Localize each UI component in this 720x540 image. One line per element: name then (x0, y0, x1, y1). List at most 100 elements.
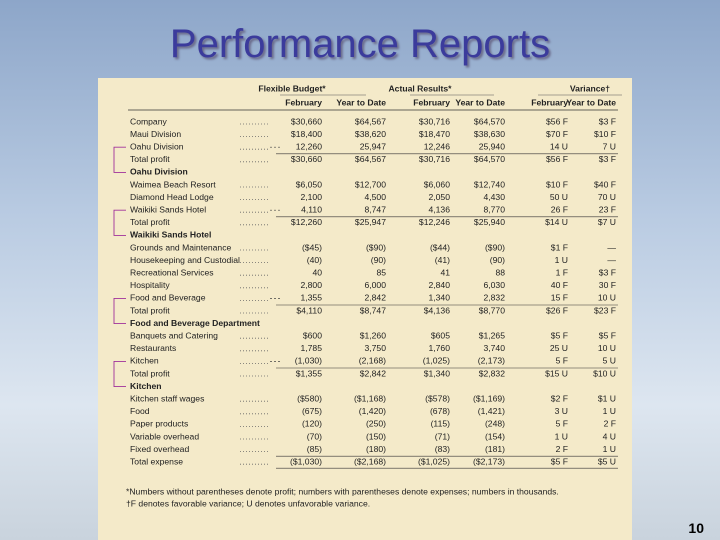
cell-value: (2,168) (359, 356, 386, 366)
cell-value: $5 F (551, 456, 568, 466)
row-label: Food and Beverage (130, 293, 206, 303)
cell-value: $18,400 (291, 129, 322, 139)
link-bracket (113, 209, 126, 236)
section-heading: Oahu Division (130, 167, 188, 177)
cell-value: $2,842 (360, 368, 387, 378)
cell-value: (40) (307, 255, 322, 265)
row-label: Restaurants (130, 343, 176, 353)
cell-value: $10 F (594, 129, 616, 139)
cell-value: 5 F (556, 419, 568, 429)
cell-value: 4,500 (364, 192, 386, 202)
cell-value: $70 F (546, 129, 568, 139)
row-label: Total profit (130, 305, 170, 315)
cell-value: (85) (307, 444, 322, 454)
cell-value: $1 U (598, 393, 616, 403)
row-label: Company (130, 116, 167, 126)
cell-value: $15 U (545, 368, 568, 378)
cell-value: (120) (302, 419, 322, 429)
cell-value: $5 F (551, 330, 568, 340)
row-label: Waimea Beach Resort (130, 179, 216, 189)
cell-value: 23 F (599, 204, 616, 214)
cell-value: $64,570 (474, 116, 505, 126)
cell-value: $3 F (599, 154, 616, 164)
cell-value: 12,246 (424, 141, 451, 151)
column-header: Year to Date (336, 97, 386, 107)
cell-value: (1,025) (423, 356, 450, 366)
cell-value: 1,760 (428, 343, 450, 353)
cell-value: 1 U (555, 431, 568, 441)
row-label: Paper products (130, 419, 188, 429)
cell-value: (83) (435, 444, 450, 454)
cell-value: $5 F (599, 330, 616, 340)
row-label: Kitchen staff wages (130, 393, 204, 403)
cell-value: (248) (485, 419, 505, 429)
cell-value: 1 F (556, 267, 568, 277)
cell-value: 1 U (555, 255, 568, 265)
cell-value: $30,660 (291, 154, 322, 164)
report-panel (98, 78, 632, 540)
link-bracket (113, 360, 126, 388)
cell-value: $8,770 (479, 305, 506, 315)
cell-value: 40 (312, 267, 322, 277)
cell-value: (675) (302, 406, 322, 416)
cell-value: $1,265 (479, 330, 506, 340)
cell-value: $6,060 (424, 179, 451, 189)
cell-value: ($44) (430, 242, 450, 252)
cell-value: (2,173) (478, 356, 505, 366)
cell-value: $12,246 (419, 217, 450, 227)
cell-value: 15 F (551, 293, 568, 303)
link-bracket (113, 146, 126, 173)
cell-value: $38,630 (474, 129, 505, 139)
cell-value: (115) (431, 419, 451, 429)
cell-value: (41) (435, 255, 450, 265)
group-header: Flexible Budget* (258, 83, 326, 93)
cell-value: $56 F (546, 116, 568, 126)
cell-value: $6,050 (296, 179, 323, 189)
row-label: Housekeeping and Custodial (130, 255, 240, 265)
footnote: *Numbers without parentheses denote prof… (126, 486, 559, 496)
row-label: Maui Division (130, 129, 181, 139)
cell-value: 26 F (551, 204, 568, 214)
cell-value: 1 U (603, 406, 616, 416)
cell-value: $12,260 (291, 217, 322, 227)
cell-value: $14 U (545, 217, 568, 227)
cell-value: $12,700 (355, 179, 386, 189)
section-heading: Food and Beverage Department (130, 318, 260, 328)
cell-value: ($1,030) (290, 456, 322, 466)
cell-value: 4,136 (428, 204, 450, 214)
cell-value: 2,840 (428, 280, 450, 290)
cell-value: 8,747 (364, 204, 386, 214)
cell-value: 10 U (598, 293, 616, 303)
cell-value: $1,355 (296, 368, 323, 378)
cell-value: 1,785 (300, 343, 322, 353)
cell-value: (1,421) (478, 406, 505, 416)
cell-value: 5 U (603, 356, 616, 366)
cell-value: 6,000 (364, 280, 386, 290)
section-heading: Waikiki Sands Hotel (130, 230, 211, 240)
footnote: †F denotes favorable variance; U denotes… (126, 498, 370, 508)
cell-value: $1,340 (424, 368, 451, 378)
cell-value: 50 U (550, 192, 568, 202)
row-label: Grounds and Maintenance (130, 242, 232, 252)
row-label: Food (130, 406, 150, 416)
cell-value: 30 F (599, 280, 616, 290)
cell-value: 88 (495, 267, 505, 277)
row-label: Diamond Head Lodge (130, 192, 214, 202)
cell-value: (181) (485, 444, 505, 454)
cell-value: 2,800 (300, 280, 322, 290)
cell-value: $605 (431, 330, 450, 340)
row-label: Kitchen (130, 356, 159, 366)
group-header: Variance† (570, 83, 610, 93)
cell-value: 25,947 (360, 141, 387, 151)
cell-value: 1,340 (428, 293, 450, 303)
cell-value: $56 F (546, 154, 568, 164)
cell-value: (678) (430, 406, 450, 416)
cell-value: $2 F (551, 393, 568, 403)
row-label: Waikiki Sands Hotel (130, 204, 206, 214)
cell-value: ($2,173) (473, 456, 505, 466)
cell-value: 7 U (603, 141, 616, 151)
cell-value: $26 F (546, 305, 568, 315)
cell-value: (90) (490, 255, 505, 265)
cell-value: 70 U (598, 192, 616, 202)
